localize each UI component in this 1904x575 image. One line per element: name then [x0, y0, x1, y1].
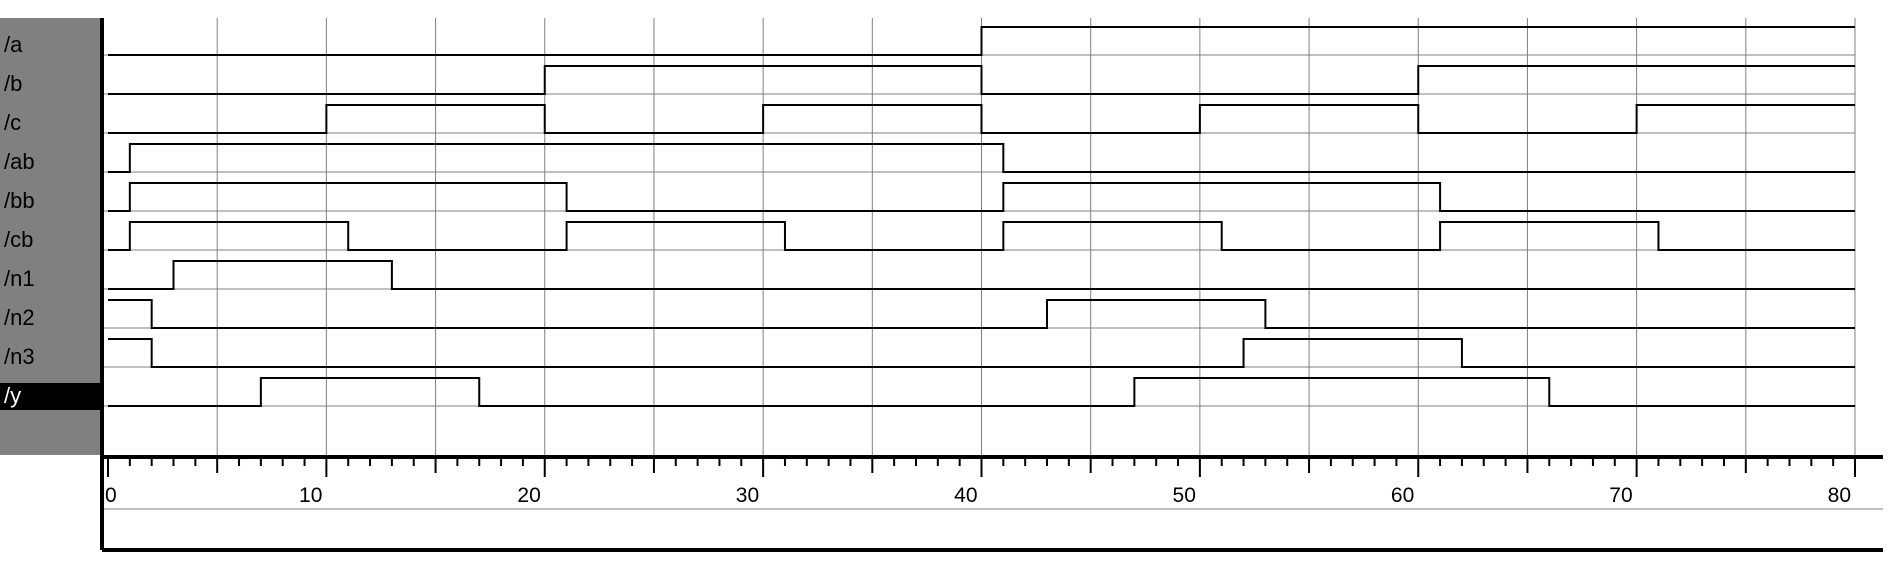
- waveform-trace-ab: [108, 143, 1855, 173]
- signal-name-ab[interactable]: /ab: [4, 149, 35, 174]
- x-tick-label: 70: [1609, 484, 1632, 507]
- signal-name-n1[interactable]: /n1: [4, 266, 35, 291]
- signal-name-c[interactable]: /c: [4, 110, 21, 135]
- waveform-trace-bb: [108, 182, 1855, 212]
- waveform-trace-n1: [108, 260, 1855, 290]
- signal-name-n3[interactable]: /n3: [4, 344, 35, 369]
- waveform-trace-cb: [108, 221, 1855, 251]
- time-axis: 0 10 20 30 40 50 60 70 80: [102, 455, 1883, 552]
- waveform-trace-n3: [108, 338, 1855, 368]
- x-tick-label: 80: [1828, 484, 1851, 507]
- selected-row-highlight: [0, 383, 101, 410]
- waveform-area: [102, 18, 1883, 455]
- signal-name-y[interactable]: /y: [4, 383, 21, 408]
- signal-name-bb[interactable]: /bb: [4, 188, 35, 213]
- signal-names: /a/b/c/ab/bb/cb/n1/n2/n3/y: [0, 32, 101, 410]
- signal-name-cb[interactable]: /cb: [4, 227, 33, 252]
- signal-traces: [108, 26, 1855, 407]
- waveform-trace-c: [108, 104, 1855, 134]
- signal-name-n2[interactable]: /n2: [4, 305, 35, 330]
- x-tick-label: 20: [517, 484, 540, 507]
- x-tick-label: 40: [954, 484, 977, 507]
- signal-name-b[interactable]: /b: [4, 71, 22, 96]
- waveform-trace-y: [108, 377, 1855, 407]
- x-tick-label: 50: [1173, 484, 1196, 507]
- x-tick-label: 30: [736, 484, 759, 507]
- x-tick-label: 10: [299, 484, 322, 507]
- waveform-trace-a: [108, 26, 1855, 56]
- x-tick-label: 0: [105, 484, 117, 507]
- signal-name-a[interactable]: /a: [4, 32, 23, 57]
- x-tick-label: 60: [1391, 484, 1414, 507]
- waveform-trace-n2: [108, 299, 1855, 329]
- waveform-trace-b: [108, 65, 1855, 95]
- signal-name-panel: [0, 18, 101, 455]
